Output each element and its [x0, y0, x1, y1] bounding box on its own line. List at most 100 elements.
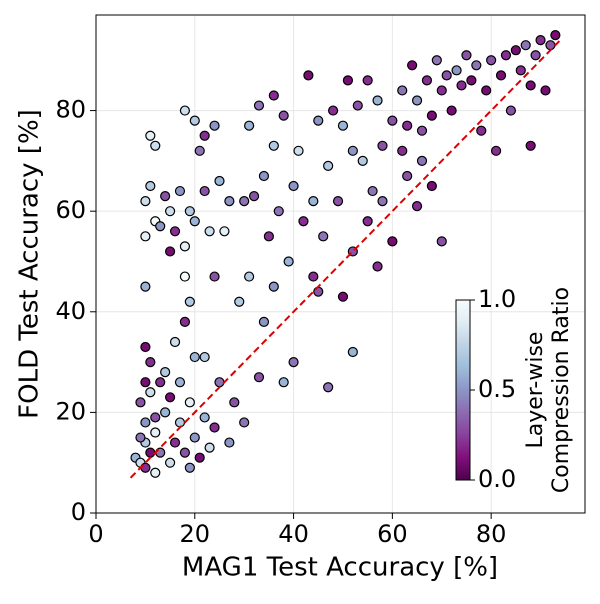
point	[189, 432, 200, 443]
point	[199, 185, 210, 197]
point	[179, 316, 191, 327]
point	[283, 256, 294, 267]
point	[397, 85, 408, 96]
point	[224, 196, 235, 207]
point	[323, 382, 334, 393]
point	[140, 377, 151, 388]
point	[164, 392, 176, 403]
point	[402, 170, 413, 182]
x-tick-label: 80	[476, 520, 507, 548]
point	[179, 271, 191, 282]
point	[288, 356, 299, 368]
y-tick-label: 40	[55, 297, 86, 325]
point	[426, 180, 437, 192]
point	[466, 75, 477, 86]
point	[150, 427, 161, 438]
point	[199, 412, 210, 423]
point	[135, 432, 146, 443]
point	[268, 90, 279, 101]
plot-frame	[95, 14, 586, 514]
point	[505, 105, 517, 116]
point	[224, 437, 235, 448]
y-tick-label: 0	[71, 498, 86, 526]
point	[164, 246, 176, 257]
point	[530, 50, 541, 61]
point	[204, 442, 215, 453]
point	[446, 105, 457, 116]
point	[372, 95, 383, 106]
point	[323, 160, 334, 172]
point	[169, 437, 181, 448]
point	[179, 447, 191, 458]
y-tick-label: 20	[55, 397, 86, 425]
point	[268, 281, 279, 292]
point	[244, 120, 255, 131]
point	[140, 231, 151, 242]
point	[239, 417, 250, 428]
point	[545, 40, 556, 51]
point	[273, 206, 284, 217]
point	[160, 367, 171, 378]
point	[377, 196, 388, 207]
point	[194, 452, 205, 463]
point	[441, 70, 452, 81]
point	[357, 155, 368, 166]
point	[288, 180, 299, 192]
y-axis-label: FOLD Test Accuracy [%]	[15, 109, 45, 419]
point	[179, 241, 191, 252]
point	[253, 100, 265, 111]
point	[169, 226, 181, 237]
point	[155, 221, 166, 232]
point	[293, 145, 304, 156]
point	[145, 180, 156, 192]
point	[362, 75, 373, 86]
point	[308, 196, 319, 207]
point	[184, 206, 195, 217]
point	[402, 120, 413, 131]
point	[421, 75, 433, 86]
point	[189, 216, 200, 227]
point	[416, 125, 428, 136]
point	[150, 467, 161, 478]
point	[248, 190, 260, 202]
point	[145, 130, 156, 141]
point	[184, 296, 195, 307]
point	[278, 110, 289, 121]
point	[387, 236, 398, 247]
point	[298, 216, 309, 227]
point	[204, 226, 215, 237]
point	[145, 387, 156, 398]
point	[174, 377, 186, 388]
point	[500, 50, 512, 61]
point	[169, 336, 181, 348]
point	[229, 397, 240, 408]
point	[268, 140, 279, 151]
point	[476, 125, 487, 136]
point	[258, 316, 270, 327]
point	[194, 145, 205, 156]
point	[179, 105, 191, 116]
point	[495, 70, 507, 81]
point	[278, 377, 289, 388]
point	[451, 65, 462, 76]
colorbar-tick-label: 1.0	[478, 285, 516, 313]
point	[426, 110, 437, 121]
point	[377, 140, 388, 151]
x-tick-label: 40	[278, 520, 309, 548]
point	[244, 271, 255, 282]
point	[347, 346, 358, 358]
point	[525, 140, 536, 151]
point	[164, 457, 176, 468]
point	[209, 120, 220, 131]
x-tick-label: 0	[88, 520, 103, 548]
point	[327, 105, 339, 116]
point	[342, 75, 354, 86]
y-tick-label: 60	[55, 196, 86, 224]
colorbar	[455, 299, 471, 481]
point	[515, 65, 526, 76]
point	[510, 45, 521, 56]
point	[486, 55, 497, 66]
colorbar-tick-label: 0.0	[478, 465, 516, 493]
point	[150, 140, 161, 151]
point	[239, 196, 250, 207]
